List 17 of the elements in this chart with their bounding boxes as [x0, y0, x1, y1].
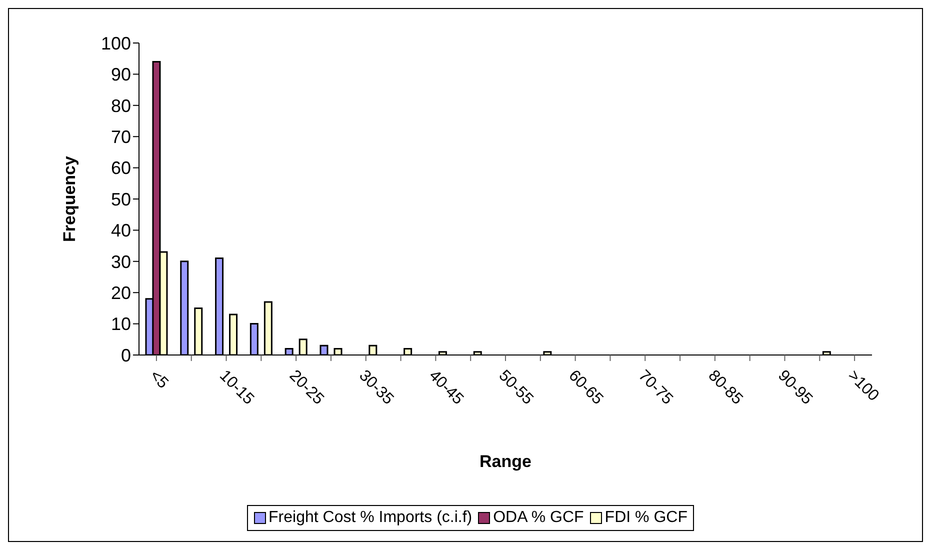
y-tick-label: 60: [110, 158, 131, 178]
legend-label: FDI % GCF: [604, 509, 688, 527]
y-tick-label: 100: [100, 33, 131, 54]
x-axis-title: Range: [480, 452, 532, 471]
legend-label: Freight Cost % Imports (c.i.f): [268, 509, 472, 527]
y-tick-label: 10: [110, 314, 131, 334]
y-tick-label: 80: [110, 96, 131, 116]
y-tick-label: 30: [110, 252, 131, 272]
y-tick-label: 0: [120, 345, 131, 366]
y-tick-label: 70: [110, 126, 131, 147]
x-tick-label: <5: [146, 367, 172, 392]
legend-label: ODA % GCF: [492, 509, 584, 527]
y-tick-label: 50: [110, 189, 131, 210]
y-axis-title: Frequency: [60, 155, 80, 242]
y-tick-label: 20: [110, 282, 131, 303]
y-tick-label: 40: [110, 220, 131, 241]
y-tick-label: 90: [110, 64, 131, 85]
